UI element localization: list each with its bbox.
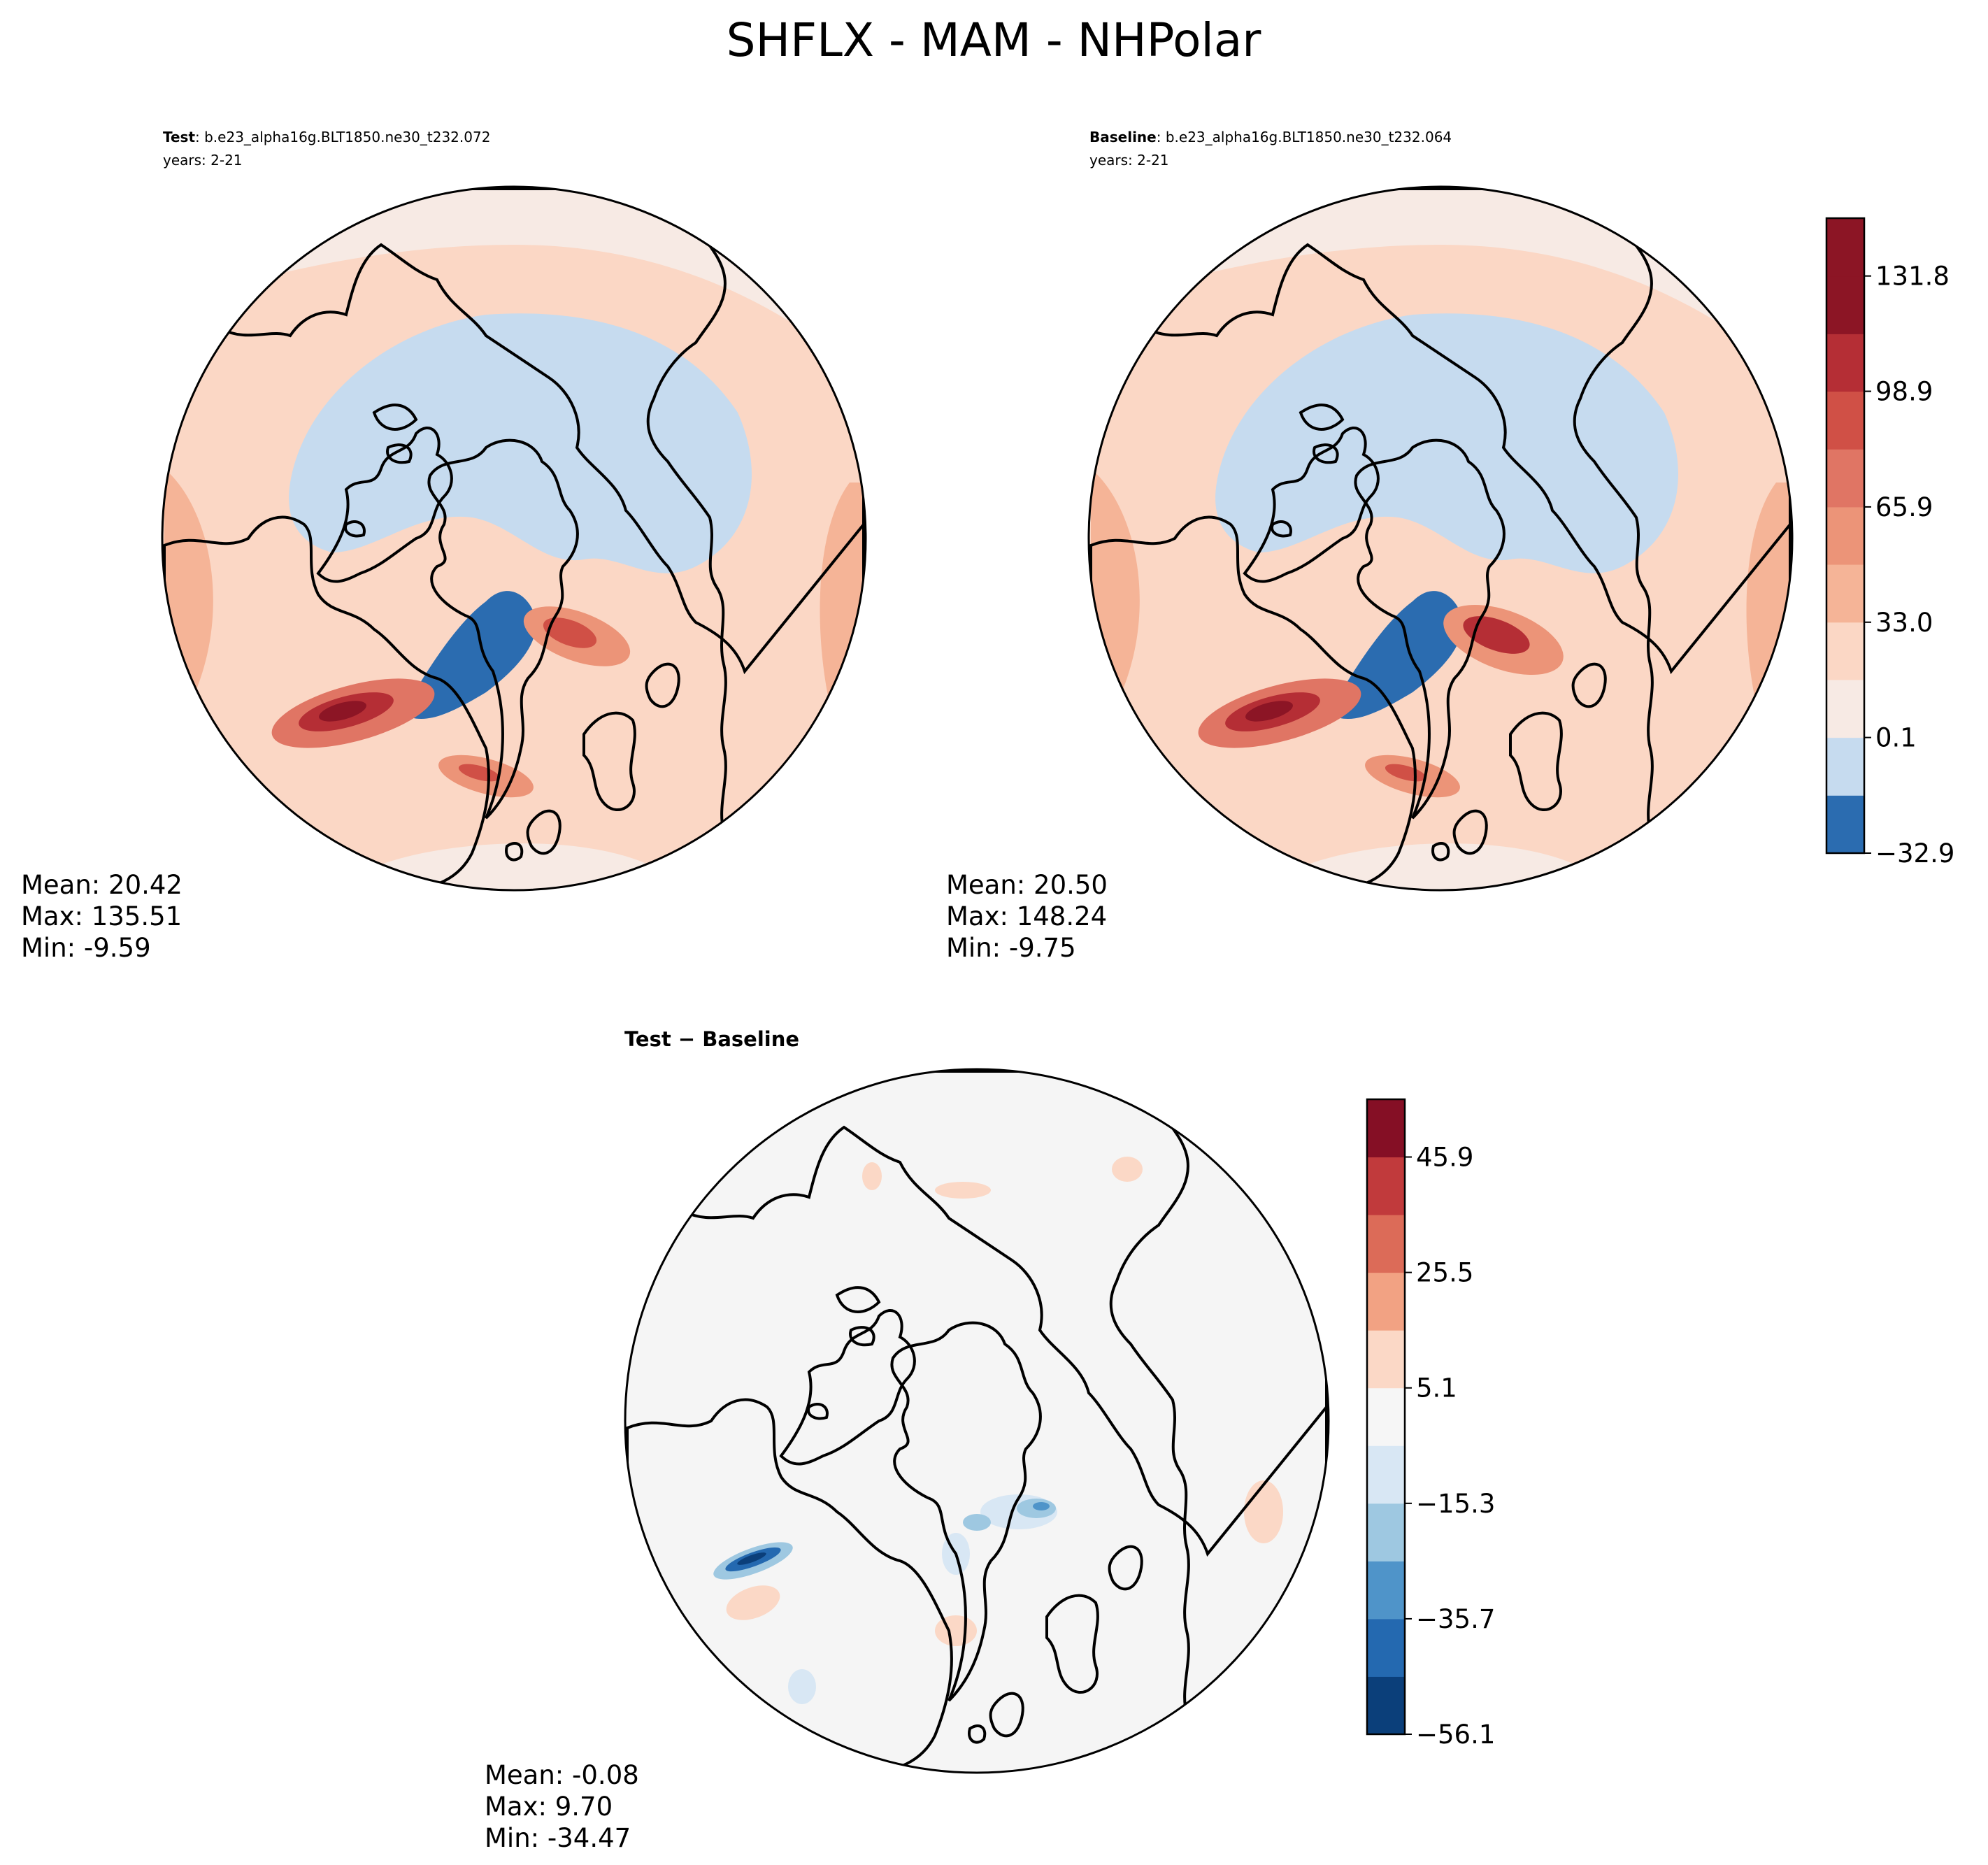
diff-colorbar-bin	[1367, 1215, 1405, 1273]
diff-label: Test − Baseline	[624, 1027, 799, 1051]
abs-colorbar-bin	[1826, 564, 1864, 623]
abs-colorbar-tick-label: 65.9	[1875, 492, 1933, 522]
abs-colorbar-tick-label: 98.9	[1875, 377, 1933, 407]
baseline-mean: Mean: 20.50	[946, 870, 1108, 900]
diff-colorbar-bin	[1367, 1561, 1405, 1620]
diff-colorbar-bin	[1367, 1387, 1405, 1446]
baseline-map-frame	[1087, 185, 1794, 892]
abs-colorbar-tick-label: 33.0	[1875, 608, 1933, 638]
test-map-frame	[161, 185, 867, 892]
diff-colorbar-bin	[1367, 1445, 1405, 1504]
diff-field	[625, 1069, 1329, 1773]
baseline-min: Min: -9.75	[946, 933, 1076, 963]
test-map	[161, 185, 867, 892]
diff-colorbar-tick-label: −15.3	[1416, 1489, 1495, 1519]
diff-max: Max: 9.70	[485, 1792, 613, 1822]
diff-colorbar-tick-label: 45.9	[1416, 1143, 1473, 1173]
test-panel: Test: b.e23_alpha16g.BLT1850.ne30_t232.0…	[21, 129, 867, 963]
abs-colorbar-bin	[1826, 737, 1864, 796]
test-years: years: 2-21	[163, 152, 243, 169]
abs-colorbar: −32.9 0.1 33.0 65.9 98.9 131.8	[1825, 217, 1954, 869]
diff-panel: Test − Baseline	[485, 1027, 1495, 1853]
abs-colorbar-tick-label: 0.1	[1875, 723, 1917, 753]
baseline-label: Baseline	[1089, 129, 1157, 145]
baseline-map	[1087, 185, 1794, 892]
abs-colorbar-bin	[1826, 795, 1864, 854]
test-field	[162, 187, 866, 890]
diff-colorbar: −56.1 −35.7 −15.3 5.1 25.5 45.9	[1366, 1098, 1495, 1750]
test-label: Test	[163, 129, 195, 145]
svg-text:Test: b.e23_alpha16g.BLT1850.n: Test: b.e23_alpha16g.BLT1850.ne30_t232.0…	[163, 129, 490, 145]
diff-colorbar-bin	[1367, 1099, 1405, 1158]
diff-colorbar-bin	[1367, 1618, 1405, 1677]
abs-colorbar-tick-label: 131.8	[1875, 262, 1950, 292]
diff-colorbar-bin	[1367, 1157, 1405, 1215]
test-mean: Mean: 20.42	[21, 870, 183, 900]
abs-colorbar-tick-label: −32.9	[1875, 838, 1954, 869]
diff-colorbar-tick-label: −35.7	[1416, 1604, 1495, 1634]
abs-colorbar-bin	[1826, 679, 1864, 738]
diff-mean: Mean: -0.08	[485, 1760, 639, 1790]
baseline-years: years: 2-21	[1089, 152, 1169, 169]
abs-colorbar-bin	[1826, 391, 1864, 450]
baseline-field	[1089, 187, 1792, 890]
baseline-case: : b.e23_alpha16g.BLT1850.ne30_t232.064	[1157, 129, 1452, 145]
abs-colorbar-bin	[1826, 334, 1864, 392]
abs-colorbar-bin	[1826, 506, 1864, 565]
baseline-panel: Baseline: b.e23_alpha16g.BLT1850.ne30_t2…	[946, 129, 1954, 963]
diff-colorbar-bin	[1367, 1503, 1405, 1562]
diff-min: Min: -34.47	[485, 1823, 631, 1853]
diff-colorbar-tick-label: 25.5	[1416, 1258, 1473, 1288]
abs-colorbar-bin	[1826, 276, 1864, 334]
abs-colorbar-bin	[1826, 449, 1864, 508]
diff-colorbar-bin	[1367, 1676, 1405, 1735]
abs-colorbar-frame	[1825, 217, 1866, 855]
svg-text:Baseline: b.e23_alpha16g.BLT18: Baseline: b.e23_alpha16g.BLT1850.ne30_t2…	[1089, 129, 1452, 145]
diff-map-frame	[624, 1068, 1330, 1774]
figure-title: SHFLX - MAM - NHPolar	[727, 13, 1262, 67]
diff-map	[624, 1068, 1330, 1774]
diff-colorbar-tick-label: 5.1	[1416, 1373, 1457, 1403]
test-min: Min: -9.59	[21, 933, 151, 963]
abs-colorbar-bin	[1826, 218, 1864, 277]
diff-colorbar-bin	[1367, 1272, 1405, 1331]
diff-colorbar-bin	[1367, 1330, 1405, 1389]
abs-colorbar-bin	[1826, 622, 1864, 680]
diff-colorbar-frame	[1366, 1098, 1406, 1736]
test-max: Max: 135.51	[21, 901, 182, 931]
test-case: : b.e23_alpha16g.BLT1850.ne30_t232.072	[195, 129, 490, 145]
diff-colorbar-tick-label: −56.1	[1416, 1720, 1495, 1750]
baseline-max: Max: 148.24	[946, 901, 1107, 931]
